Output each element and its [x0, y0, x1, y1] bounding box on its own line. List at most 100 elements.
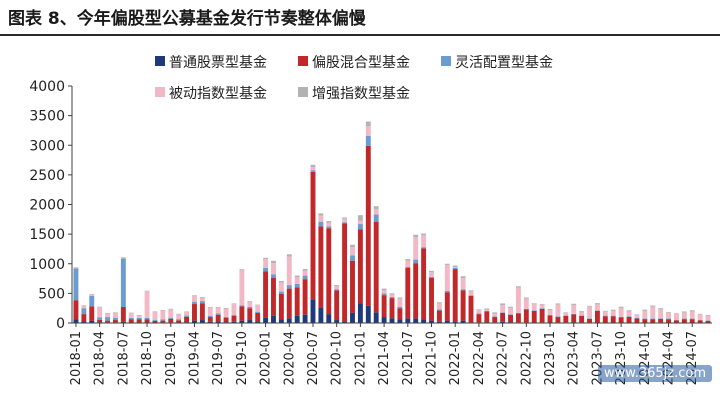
bar-segment-s3-2022-06 [492, 313, 498, 317]
bar-segment-s4-2024-05 [674, 313, 679, 314]
bar-segment-s1-2024-02 [650, 319, 656, 323]
bar-segment-s4-2024-01 [642, 309, 648, 311]
bar-segment-s4-2021-01 [357, 215, 363, 221]
bar-segment-s1-2022-07 [500, 312, 506, 322]
bar-segment-s4-2021-02 [365, 121, 371, 127]
bar-segment-s1-2022-09 [515, 313, 521, 323]
bar-segment-s3-2022-03 [468, 291, 474, 296]
bar-segment-s2-2018-07 [120, 258, 126, 307]
bar-segment-s0-2020-03 [278, 319, 284, 323]
bar-segment-s2-2019-11 [247, 307, 253, 309]
bar-segment-s2-2024-07 [689, 318, 695, 320]
bar-segment-s1-2021-05 [389, 298, 395, 319]
bar-segment-s1-2020-12 [350, 260, 355, 313]
bar-segment-s2-2020-10 [334, 289, 340, 291]
bar-segment-s3-2018-05 [105, 313, 111, 318]
bar-segment-s1-2018-03 [89, 306, 95, 321]
bar-segment-s4-2024-06 [681, 311, 687, 313]
bar-segment-s3-2023-03 [563, 312, 569, 316]
x-tick-label: 2018-04 [93, 331, 108, 385]
bar-segment-s4-2020-04 [286, 254, 292, 257]
x-tick-label: 2020-01 [259, 331, 274, 385]
bar-segment-s4-2021-08 [413, 234, 419, 238]
legend-swatch [298, 56, 308, 66]
bar-segment-s2-2024-06 [681, 318, 687, 320]
bar-segment-s3-2019-09 [231, 304, 237, 315]
bar-segment-s2-2022-10 [523, 308, 529, 310]
x-tick-label: 2021-01 [353, 331, 368, 385]
bar-segment-s1-2020-08 [318, 226, 324, 308]
bar-segment-s4-2020-01 [263, 257, 269, 260]
bar-segment-s4-2021-06 [397, 297, 403, 299]
bar-segment-s2-2020-11 [342, 222, 348, 224]
bar-segment-s3-2020-09 [326, 222, 332, 227]
bar-segment-s4-2023-07 [594, 303, 600, 305]
bar-segment-s3-2021-11 [436, 303, 442, 310]
bar-segment-s0-2021-07 [405, 318, 411, 323]
bar-segment-s1-2019-08 [223, 317, 229, 323]
bar-segment-s4-2018-12 [160, 309, 166, 311]
bar-segment-s3-2020-04 [286, 256, 292, 286]
bar-segment-s2-2019-01 [168, 317, 174, 319]
bar-segment-s4-2019-06 [207, 307, 213, 308]
legend-label: 被动指数型基金 [169, 85, 267, 102]
bar-segment-s1-2024-05 [674, 320, 679, 323]
bar-segment-s1-2020-04 [286, 288, 292, 319]
bar-segment-s0-2019-12 [255, 321, 261, 323]
bar-segment-s3-2021-02 [365, 126, 371, 136]
bar-segment-s1-2018-08 [128, 319, 134, 323]
bar-segment-s1-2019-02 [176, 320, 182, 323]
bar-segment-s4-2022-04 [476, 309, 482, 310]
bar-segment-s3-2023-08 [602, 311, 608, 316]
bar-segment-s1-2021-07 [405, 267, 411, 319]
bar-segment-s4-2021-07 [405, 259, 411, 261]
x-tick-label: 2022-01 [448, 331, 463, 385]
x-axis: 2018-01 2018-04 2018-07 2018-10 2019-01 2019-… [69, 322, 712, 385]
bar-segment-s0-2020-09 [326, 314, 332, 323]
bar-segment-s4-2018-04 [97, 306, 103, 308]
bar-segment-s3-2024-07 [689, 311, 695, 319]
legend-swatch [298, 87, 308, 97]
bar-segment-s2-2019-06 [207, 315, 213, 318]
bar-segment-s3-2018-01 [73, 267, 79, 269]
bar-segment-s1-2023-09 [610, 316, 616, 323]
bar-segment-s1-2019-03 [184, 316, 190, 323]
bar-segment-s1-2019-06 [207, 317, 213, 322]
bar-segment-s2-2018-03 [89, 295, 95, 307]
y-tick-label: 500 [38, 286, 65, 302]
bar-segment-s2-2019-05 [199, 301, 205, 304]
bar-segment-s1-2022-02 [460, 290, 466, 321]
bar-segment-s2-2023-06 [587, 318, 592, 319]
bar-segment-s2-2021-11 [436, 309, 442, 311]
bar-segment-s0-2019-11 [247, 320, 253, 323]
bar-segment-s4-2019-05 [199, 296, 205, 298]
bar-segment-s4-2018-06 [113, 312, 118, 313]
bar-segment-s4-2019-03 [184, 311, 190, 313]
bar-segment-s4-2018-08 [128, 312, 134, 314]
bar-segment-s1-2022-08 [508, 315, 513, 323]
bar-segment-s2-2020-07 [310, 170, 316, 172]
bar-segment-s1-2018-10 [144, 319, 150, 323]
x-tick-label: 2023-01 [543, 331, 558, 385]
bar-segment-s0-2021-01 [357, 303, 363, 323]
bar-segment-s2-2018-04 [97, 317, 103, 320]
bar-segment-s4-2022-07 [500, 303, 506, 306]
x-tick-label: 2022-10 [519, 331, 534, 385]
title-divider [0, 34, 720, 36]
bar-segment-s2-2020-06 [302, 275, 308, 280]
bar-segment-s3-2020-12 [350, 247, 355, 256]
bar-segment-s3-2022-02 [460, 277, 466, 290]
bar-segment-s2-2018-10 [144, 317, 150, 320]
x-tick-label: 2021-10 [425, 331, 440, 385]
bar-segment-s4-2022-05 [484, 308, 490, 310]
bar-segment-s4-2023-10 [618, 306, 624, 308]
bar-segment-s0-2021-10 [429, 320, 434, 323]
bar-segment-s1-2020-07 [310, 171, 316, 300]
bar-segment-s2-2022-12 [539, 308, 545, 309]
legend-label: 增强指数型基金 [312, 85, 410, 102]
bar-segment-s2-2020-08 [318, 221, 324, 227]
bar-segment-s1-2020-11 [342, 223, 348, 322]
bar-segment-s3-2023-09 [610, 310, 616, 316]
bar-segment-s2-2021-10 [429, 276, 434, 278]
